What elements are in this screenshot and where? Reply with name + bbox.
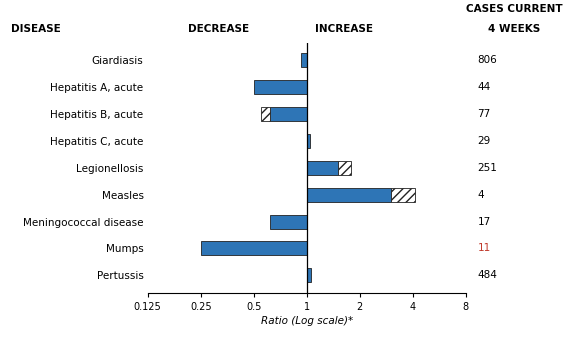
Bar [307, 268, 311, 282]
Bar [270, 215, 307, 228]
Text: 806: 806 [478, 55, 497, 65]
Text: 4 WEEKS: 4 WEEKS [488, 24, 540, 34]
Text: 44: 44 [478, 82, 491, 92]
Bar [201, 241, 307, 255]
Text: 29: 29 [478, 136, 491, 146]
Text: DECREASE: DECREASE [188, 24, 249, 34]
Text: 484: 484 [478, 270, 498, 280]
Text: CASES CURRENT: CASES CURRENT [466, 4, 562, 14]
Text: 4: 4 [478, 190, 484, 200]
Bar [254, 80, 307, 94]
Text: 17: 17 [478, 217, 491, 227]
Bar [307, 188, 391, 202]
Text: DISEASE: DISEASE [11, 24, 61, 34]
Text: 11: 11 [478, 243, 491, 253]
Bar [261, 107, 270, 121]
Bar [307, 161, 338, 175]
X-axis label: Ratio (Log scale)*: Ratio (Log scale)* [261, 316, 353, 326]
Bar [270, 107, 307, 121]
Text: 77: 77 [478, 109, 491, 119]
Bar [301, 53, 307, 67]
Bar [391, 188, 415, 202]
Bar [338, 161, 351, 175]
Text: 251: 251 [478, 163, 498, 173]
Text: INCREASE: INCREASE [315, 24, 373, 34]
Bar [307, 134, 310, 148]
